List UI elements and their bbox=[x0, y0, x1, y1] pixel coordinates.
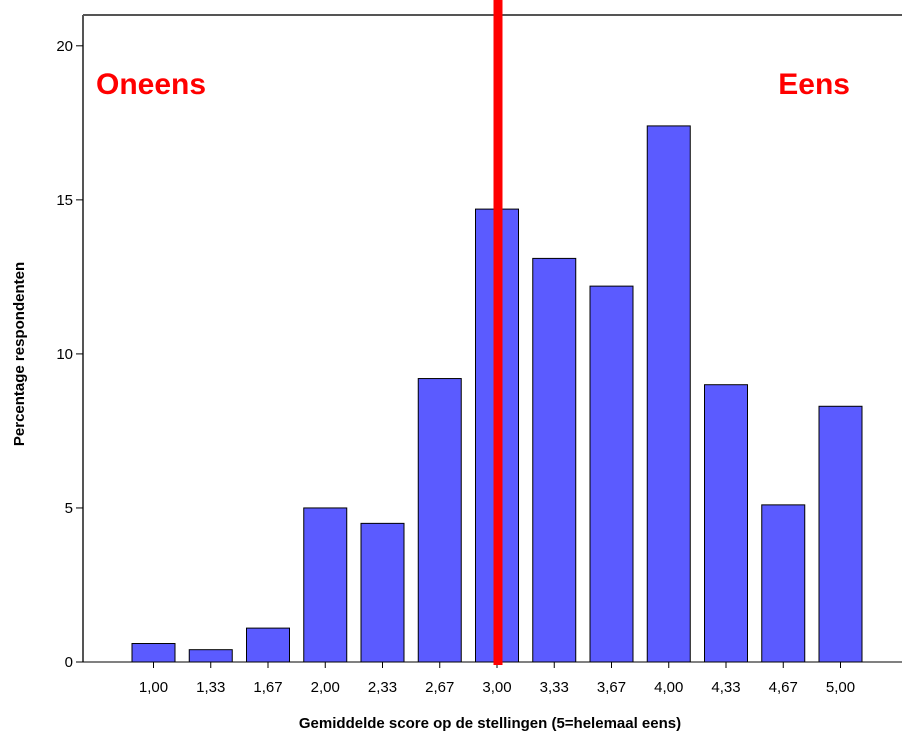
bar-2-67 bbox=[417, 378, 462, 663]
x-tick-label: 2,00 bbox=[311, 679, 340, 696]
bar-4-33 bbox=[704, 384, 748, 663]
bar-5-00 bbox=[818, 405, 863, 663]
x-axis: 1,00 1,33 1,67 2,00 2,33 2,67 3,00 3,33 3,67 4,00… bbox=[139, 662, 855, 696]
x-tick-label: 2,33 bbox=[368, 679, 397, 696]
x-tick-label: 3,67 bbox=[597, 679, 626, 696]
x-tick-label: 1,00 bbox=[139, 679, 168, 696]
y-axis: 0 5 10 15 20 bbox=[56, 38, 83, 671]
x-tick-label: 4,67 bbox=[769, 679, 798, 696]
annotation-eens: Eens bbox=[778, 68, 850, 101]
x-tick-label: 2,67 bbox=[425, 679, 454, 696]
y-tick-label: 0 bbox=[65, 654, 73, 671]
y-axis-title: Percentage respondenten bbox=[11, 262, 28, 446]
x-axis-title: Gemiddelde score op de stellingen (5=hel… bbox=[299, 715, 681, 732]
bar-1-00 bbox=[131, 643, 176, 663]
bar-4-67 bbox=[761, 504, 806, 663]
y-tick-label: 10 bbox=[56, 346, 73, 363]
x-tick-label: 1,67 bbox=[253, 679, 282, 696]
y-tick-label: 5 bbox=[65, 500, 73, 517]
x-tick-label: 3,33 bbox=[540, 679, 569, 696]
x-tick-label: 5,00 bbox=[826, 679, 855, 696]
bar-1-67 bbox=[246, 627, 290, 663]
annotation-oneens: Oneens bbox=[96, 68, 206, 101]
x-tick-label: 3,00 bbox=[482, 679, 511, 696]
bar-4-00 bbox=[646, 125, 691, 663]
y-tick-label: 20 bbox=[56, 38, 73, 55]
plot-frame bbox=[82, 14, 902, 663]
bar-3-67 bbox=[589, 285, 634, 663]
x-tick-label: 4,00 bbox=[654, 679, 683, 696]
bar-2-33 bbox=[360, 522, 405, 663]
x-tick-label: 1,33 bbox=[196, 679, 225, 696]
x-tick-label: 4,33 bbox=[711, 679, 740, 696]
bar-1-33 bbox=[188, 649, 233, 663]
bar-3-33 bbox=[532, 257, 577, 663]
bar-2-00 bbox=[303, 507, 348, 663]
y-tick-label: 15 bbox=[56, 192, 73, 209]
